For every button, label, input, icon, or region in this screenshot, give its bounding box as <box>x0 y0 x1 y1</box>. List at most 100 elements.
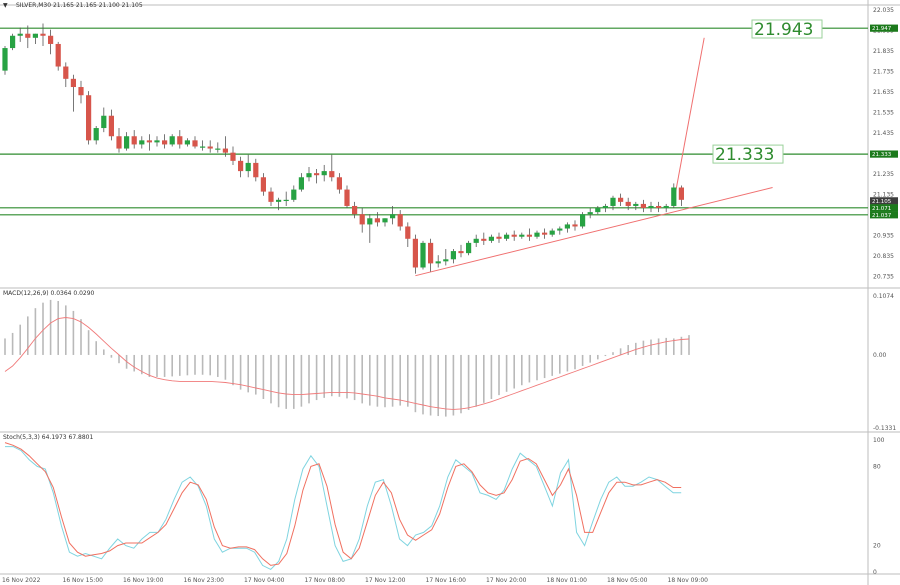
candle-body-22 <box>169 136 175 145</box>
candle-body-64 <box>488 236 494 241</box>
candle-body-39 <box>298 177 304 190</box>
price-tag-bg-2 <box>870 197 898 205</box>
candle-body-0 <box>2 48 8 71</box>
macd-tick-0: 0.1074 <box>873 293 894 300</box>
candle-body-63 <box>481 238 487 241</box>
time-tick-10: 18 Nov 05:00 <box>607 577 648 584</box>
time-tick-3: 16 Nov 23:00 <box>184 577 225 584</box>
candle-body-26 <box>200 146 206 148</box>
price-tick-3: 21.735 <box>873 69 894 76</box>
candle-body-55 <box>420 242 426 268</box>
price-tag-bg-1 <box>870 150 898 158</box>
candle-body-35 <box>268 191 274 202</box>
price-tag-0: 21.947 <box>872 26 892 32</box>
stochastic-axis: 100 80 20 0 <box>873 437 885 576</box>
candle-body-4 <box>32 33 38 38</box>
price-tag-1: 21.333 <box>872 152 892 158</box>
time-tick-6: 17 Nov 12:00 <box>365 577 406 584</box>
candle-body-77 <box>587 212 593 215</box>
candle-body-16 <box>124 136 130 149</box>
price-tick-12: 20.835 <box>873 253 894 260</box>
collapse-arrow-icon[interactable]: ▼ <box>3 2 8 9</box>
time-tick-9: 18 Nov 01:00 <box>547 577 588 584</box>
price-tick-5: 21.535 <box>873 110 894 117</box>
candle-body-88 <box>671 187 677 206</box>
candle-body-30 <box>230 152 236 161</box>
candle-body-38 <box>291 189 297 200</box>
price-tag-2: 21.105 <box>872 199 892 205</box>
candle-body-10 <box>78 87 84 96</box>
macd-histogram <box>4 299 690 417</box>
annotation-label-0: 21.943 <box>754 20 813 40</box>
candle-body-17 <box>131 136 137 145</box>
candle-body-1 <box>10 35 16 49</box>
candle-body-49 <box>374 218 380 223</box>
symbol-header: SILVER,M30 21.165 21.165 21.100 21.105 <box>16 2 143 9</box>
price-tick-4: 21.635 <box>873 89 894 96</box>
stoch-k-line <box>5 446 682 571</box>
candle-body-82 <box>625 201 631 206</box>
stoch-tick-1: 80 <box>873 463 881 470</box>
time-tick-11: 18 Nov 09:00 <box>668 577 709 584</box>
macd-pane: MACD(12,26,9) 0.0364 0.0290 0.1074 0.00 -0… <box>3 290 896 432</box>
price-tag-4: 21.037 <box>872 213 892 219</box>
stoch-d-line <box>4 442 682 566</box>
candle-body-89 <box>678 187 684 200</box>
time-tick-1: 16 Nov 15:00 <box>63 577 104 584</box>
macd-tick-1: 0.00 <box>873 352 887 359</box>
price-tag-bg-3 <box>870 204 898 212</box>
candle-body-56 <box>428 242 434 264</box>
price-tick-2: 21.835 <box>873 48 894 55</box>
price-tick-13: 20.735 <box>873 274 894 281</box>
trend-line-1 <box>673 37 705 202</box>
candle-body-86 <box>656 205 662 209</box>
macd-axis: 0.1074 0.00 -0.1331 <box>873 293 896 432</box>
macd-tick-2: -0.1331 <box>873 425 896 432</box>
candle-body-19 <box>146 140 152 143</box>
candle-body-23 <box>177 136 183 145</box>
candle-body-59 <box>450 251 456 260</box>
stoch-tick-3: 0 <box>873 569 877 576</box>
candle-body-87 <box>663 205 669 209</box>
candle-body-51 <box>390 214 396 219</box>
macd-header: MACD(12,26,9) 0.0364 0.0290 <box>3 290 95 297</box>
candle-body-9 <box>70 78 76 88</box>
annotation-label-1: 21.333 <box>715 145 774 165</box>
candle-body-15 <box>116 136 122 149</box>
candle-body-54 <box>412 238 418 268</box>
candle-body-32 <box>245 162 251 172</box>
stochastic-pane: Stoch(5,3,3) 64.1973 67.8801 100 80 20 0 <box>3 434 885 576</box>
candle-body-53 <box>405 226 411 239</box>
candle-body-20 <box>154 140 160 143</box>
candle-body-79 <box>602 205 608 209</box>
candle-body-3 <box>25 33 31 38</box>
candle-body-11 <box>86 95 92 141</box>
candle-body-58 <box>443 259 449 262</box>
price-pane: SILVER,M30 21.165 21.165 21.100 21.105 ▼… <box>0 2 898 281</box>
candle-body-83 <box>633 203 639 206</box>
candle-body-41 <box>314 173 320 176</box>
price-tick-6: 21.435 <box>873 130 894 137</box>
candlesticks <box>2 23 684 274</box>
candle-body-24 <box>184 140 190 145</box>
annotation-box-1 <box>712 144 784 164</box>
candle-body-12 <box>93 128 99 141</box>
candle-body-72 <box>549 230 555 235</box>
candle-body-60 <box>458 251 464 254</box>
candle-body-62 <box>473 238 479 243</box>
time-tick-8: 17 Nov 20:00 <box>486 577 527 584</box>
macd-signal-line <box>4 317 690 410</box>
candle-body-21 <box>162 140 168 145</box>
candle-body-85 <box>648 205 654 209</box>
trend-line-0 <box>415 187 773 277</box>
candle-body-57 <box>435 261 441 264</box>
candle-body-78 <box>595 208 601 213</box>
candle-body-76 <box>580 214 586 227</box>
candle-body-61 <box>466 242 472 254</box>
candle-body-80 <box>610 197 616 206</box>
stoch-header: Stoch(5,3,3) 64.1973 67.8801 <box>3 434 94 441</box>
candle-body-67 <box>511 234 517 237</box>
price-tag-bg-0 <box>870 24 898 32</box>
candle-body-29 <box>222 148 228 153</box>
